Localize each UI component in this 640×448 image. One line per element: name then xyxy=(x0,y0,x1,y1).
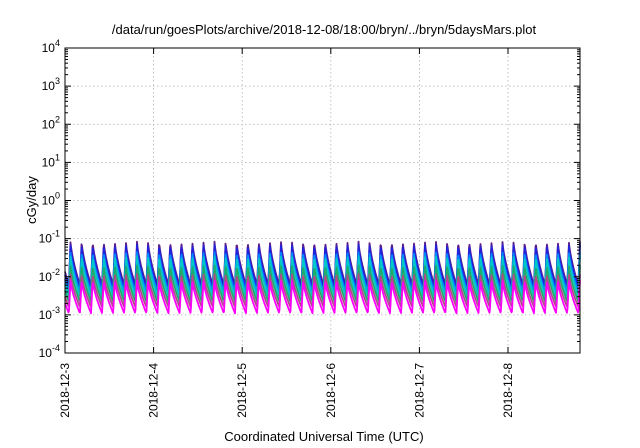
y-tick-label: 100 xyxy=(42,191,60,208)
x-tick-label: 2018-12-4 xyxy=(147,363,161,418)
series-line xyxy=(64,279,581,315)
x-tick-label: 2018-12-3 xyxy=(58,363,72,418)
series-line xyxy=(64,264,581,303)
y-tick-label: 10-1 xyxy=(39,229,60,246)
tick-labels: 10-4 10-3 10-2 10-1 100 101 102 103 104 2018-12-3… xyxy=(39,38,515,418)
x-tick-label: 2018-12-7 xyxy=(412,363,426,418)
axis-ticks xyxy=(64,47,580,354)
y-axis-label: cGy/day xyxy=(24,176,39,224)
y-tick-label: 103 xyxy=(42,76,60,93)
grid xyxy=(65,48,580,353)
series-line xyxy=(64,255,581,298)
y-tick-label: 101 xyxy=(42,152,60,169)
y-tick-label: 104 xyxy=(42,38,60,55)
x-axis-label: Coordinated Universal Time (UTC) xyxy=(224,429,423,444)
y-tick-label: 10-4 xyxy=(39,343,60,360)
chart-title: /data/run/goesPlots/archive/2018-12-08/1… xyxy=(112,22,537,37)
series-group xyxy=(64,240,581,315)
x-tick-label: 2018-12-5 xyxy=(235,363,249,418)
x-tick-label: 2018-12-8 xyxy=(501,363,515,418)
x-tick-label: 2018-12-6 xyxy=(324,363,338,418)
y-tick-label: 10-3 xyxy=(39,305,60,322)
y-tick-label: 102 xyxy=(42,114,60,131)
series-line xyxy=(64,272,581,309)
series-line xyxy=(64,243,581,290)
series-line xyxy=(64,251,581,293)
y-tick-label: 10-2 xyxy=(39,267,60,284)
